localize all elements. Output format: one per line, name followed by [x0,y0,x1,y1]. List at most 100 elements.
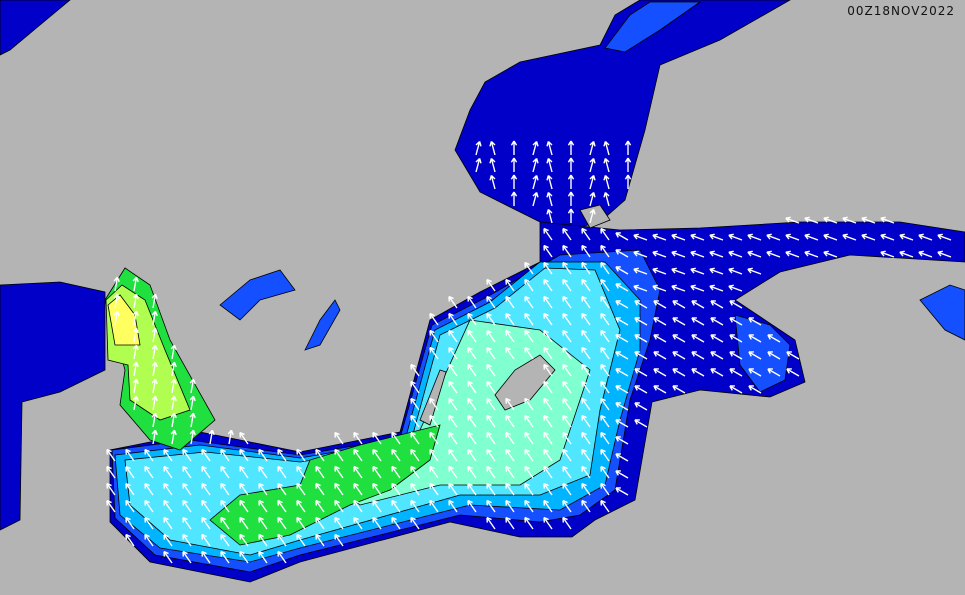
wave-direction-arrow-icon [543,312,553,326]
wave-direction-arrow-icon [728,250,743,258]
wave-direction-arrow-icon [277,533,287,547]
wave-direction-arrow-icon [766,250,781,258]
wave-direction-arrow-icon [113,276,120,292]
gulf-of-riga [734,314,791,393]
wave-direction-arrow-icon [634,385,648,394]
wave-direction-arrow-icon [589,140,596,156]
wave-direction-arrow-icon [615,266,629,275]
wave-direction-arrow-icon [429,329,439,343]
wave-direction-arrow-icon [729,368,743,377]
wave-direction-arrow-icon [334,533,344,547]
wave-direction-arrow-icon [489,157,496,173]
wave-direction-arrow-icon [691,368,705,377]
wave-direction-arrow-icon [132,293,139,309]
wave-direction-arrow-icon [823,250,838,258]
wave-direction-arrow-icon [710,334,724,343]
wave-direction-arrow-icon [296,465,306,479]
wave-direction-arrow-icon [567,191,575,206]
wave-direction-arrow-icon [728,267,743,275]
wave-direction-arrow-icon [546,174,553,190]
wave-direction-arrow-icon [486,516,496,530]
wave-direction-arrow-icon [372,448,382,462]
wave-direction-arrow-icon [600,278,610,292]
wave-direction-arrow-icon [353,465,363,479]
wave-direction-arrow-icon [353,431,363,445]
wave-direction-arrow-icon [652,284,667,292]
wave-direction-arrow-icon [653,385,667,394]
wave-direction-arrow-icon [220,550,230,564]
wave-direction-arrow-icon [144,465,154,479]
wave-direction-arrow-icon [296,448,306,462]
wave-direction-arrow-icon [163,465,173,479]
wave-direction-arrow-icon [615,470,629,479]
wave-direction-arrow-icon [467,431,477,445]
wave-direction-arrow-icon [546,157,553,173]
wave-direction-arrow-icon [125,499,135,513]
wave-direction-arrow-icon [227,429,234,445]
wave-direction-arrow-icon [163,499,173,513]
wave-direction-arrow-icon [562,482,572,496]
wave-direction-arrow-icon [634,317,648,326]
wave-direction-arrow-icon [691,351,705,360]
wave-direction-arrow-icon [562,380,572,394]
wave-direction-arrow-icon [672,317,686,326]
wave-direction-arrow-icon [524,261,534,275]
wave-direction-arrow-icon [615,385,629,394]
wave-direction-arrow-icon [562,261,572,275]
wave-direction-arrow-icon [467,363,477,377]
wave-direction-arrow-icon [671,233,686,241]
wave-direction-arrow-icon [489,174,496,190]
wave-direction-arrow-icon [429,414,439,428]
wave-direction-arrow-icon [510,140,518,155]
wave-direction-arrow-icon [543,414,553,428]
wave-direction-arrow-icon [505,312,515,326]
wave-direction-arrow-icon [842,216,857,224]
wave-direction-arrow-icon [448,312,458,326]
wave-direction-arrow-icon [258,516,268,530]
wave-direction-arrow-icon [562,329,572,343]
wave-direction-arrow-icon [615,232,629,241]
wave-direction-arrow-icon [546,140,553,156]
wave-direction-arrow-icon [448,397,458,411]
wave-direction-arrow-icon [239,448,249,462]
wave-direction-arrow-icon [315,465,325,479]
wave-direction-arrow-icon [170,378,177,394]
wave-direction-arrow-icon [239,499,249,513]
wave-direction-arrow-icon [258,482,268,496]
wave-direction-arrow-icon [239,482,249,496]
wave-direction-arrow-icon [277,465,287,479]
wave-direction-arrow-icon [467,329,477,343]
wave-direction-arrow-icon [505,397,515,411]
wave-direction-arrow-icon [467,312,477,326]
wave-direction-arrow-icon [690,250,705,258]
wave-direction-arrow-icon [315,516,325,530]
wave-direction-arrow-icon [562,431,572,445]
wave-direction-arrow-icon [353,482,363,496]
wave-direction-arrow-icon [785,216,800,224]
wave-direction-arrow-icon [132,310,139,326]
wave-direction-arrow-icon [543,329,553,343]
wave-direction-arrow-icon [372,516,382,530]
wave-direction-arrow-icon [182,550,192,564]
wave-direction-arrow-icon [189,412,196,428]
wave-direction-arrow-icon [634,351,648,360]
wave-direction-arrow-icon [410,516,420,530]
wave-direction-arrow-icon [448,482,458,496]
wave-direction-arrow-icon [747,233,762,241]
wave-direction-arrow-icon [410,363,420,377]
wave-direction-arrow-icon [277,499,287,513]
wave-direction-arrow-icon [562,278,572,292]
wave-direction-arrow-icon [132,327,139,343]
wave-direction-arrow-icon [615,300,629,309]
gotland [494,354,556,411]
wave-direction-arrow-icon [589,191,596,207]
wave-direction-arrow-icon [132,395,139,411]
wave-direction-arrow-icon [880,250,895,258]
wave-direction-arrow-icon [486,499,496,513]
wave-direction-arrow-icon [391,516,401,530]
wave-direction-arrow-icon [652,250,667,258]
wave-direction-arrow-icon [615,436,629,445]
wave-direction-arrow-icon [581,346,591,360]
wave-direction-arrow-icon [144,448,154,462]
wave-direction-arrow-icon [489,140,496,156]
